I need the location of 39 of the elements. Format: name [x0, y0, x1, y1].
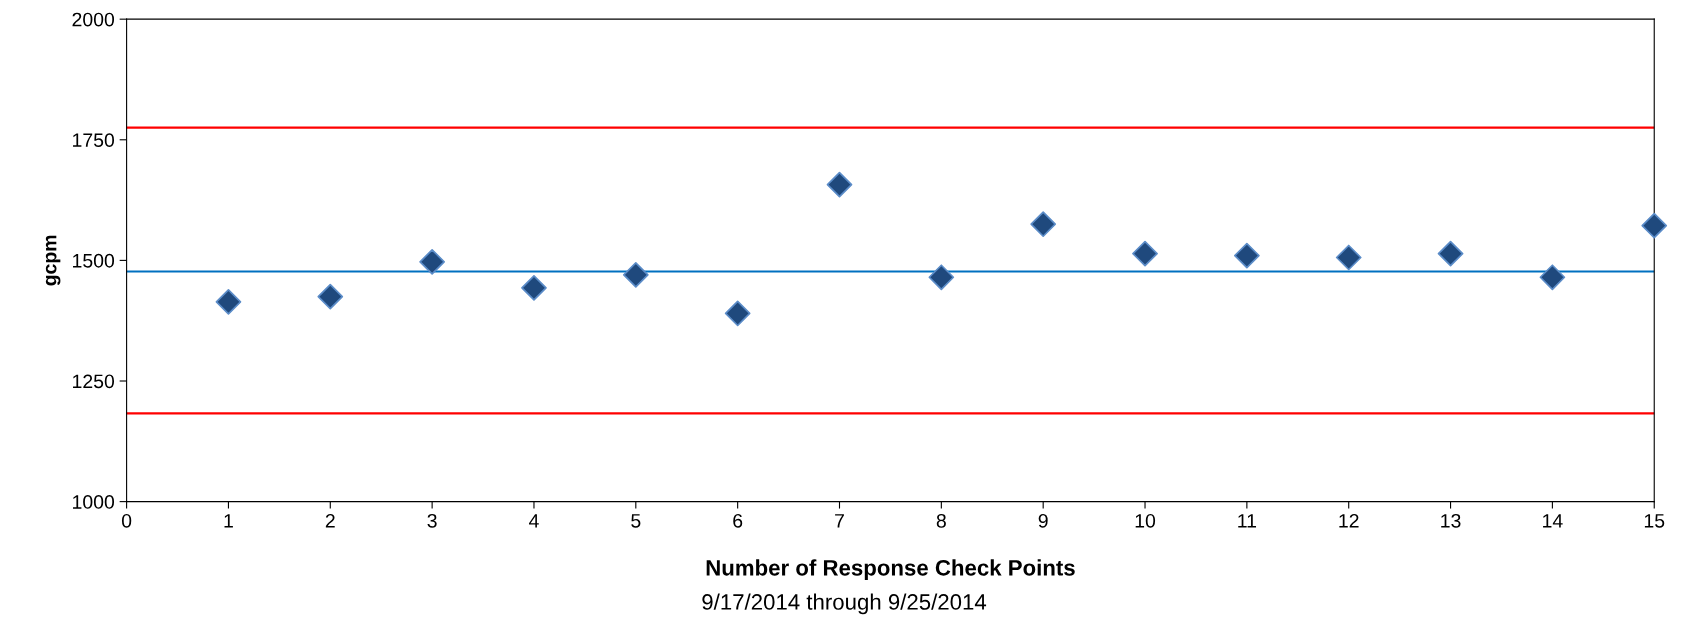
y-tick-label: 1250 [73, 374, 115, 389]
point [928, 264, 955, 291]
x-tick-label: 15 [1644, 514, 1665, 528]
y-tick-label: 1750 [73, 133, 115, 148]
x-tick-label: 2 [325, 513, 335, 528]
y-tick-label: 1000 [73, 495, 115, 509]
x-tick-label: 8 [936, 513, 946, 528]
point [622, 262, 649, 288]
point [317, 283, 344, 310]
y-tick-label: 2000 [72, 12, 115, 27]
x-tick-label: 7 [835, 514, 844, 528]
x-tick-label: 11 [1238, 514, 1257, 528]
point [1641, 212, 1668, 239]
x-tick-label: 9 [1038, 513, 1048, 528]
x-tick-label: 1 [224, 514, 233, 528]
point [1539, 264, 1566, 291]
x-tick-label: 0 [121, 513, 132, 528]
point [1132, 240, 1158, 267]
point [215, 289, 242, 315]
x-tick-label: 14 [1543, 514, 1563, 528]
point [826, 171, 853, 198]
point [521, 275, 547, 301]
point [1335, 244, 1362, 271]
x-axis-title: Number of Response Check Points [706, 559, 1075, 581]
x-tick-label: 5 [631, 514, 641, 528]
y-axis-title: gcpm [45, 235, 61, 286]
point [419, 248, 445, 275]
text: 9/17/2014 through 9/25/2014 [702, 593, 987, 615]
point [1437, 240, 1464, 267]
point [1030, 211, 1057, 238]
x-tick-label: 13 [1441, 513, 1461, 528]
x-tick-label: 10 [1135, 513, 1156, 528]
x-tick-label: 12 [1339, 513, 1359, 528]
point [724, 300, 751, 327]
x-tick-label: 4 [529, 514, 539, 528]
point [1234, 242, 1260, 269]
x-tick-label: 3 [427, 513, 437, 528]
y-tick-label: 1500 [73, 253, 115, 268]
x-tick-label: 6 [733, 513, 743, 528]
